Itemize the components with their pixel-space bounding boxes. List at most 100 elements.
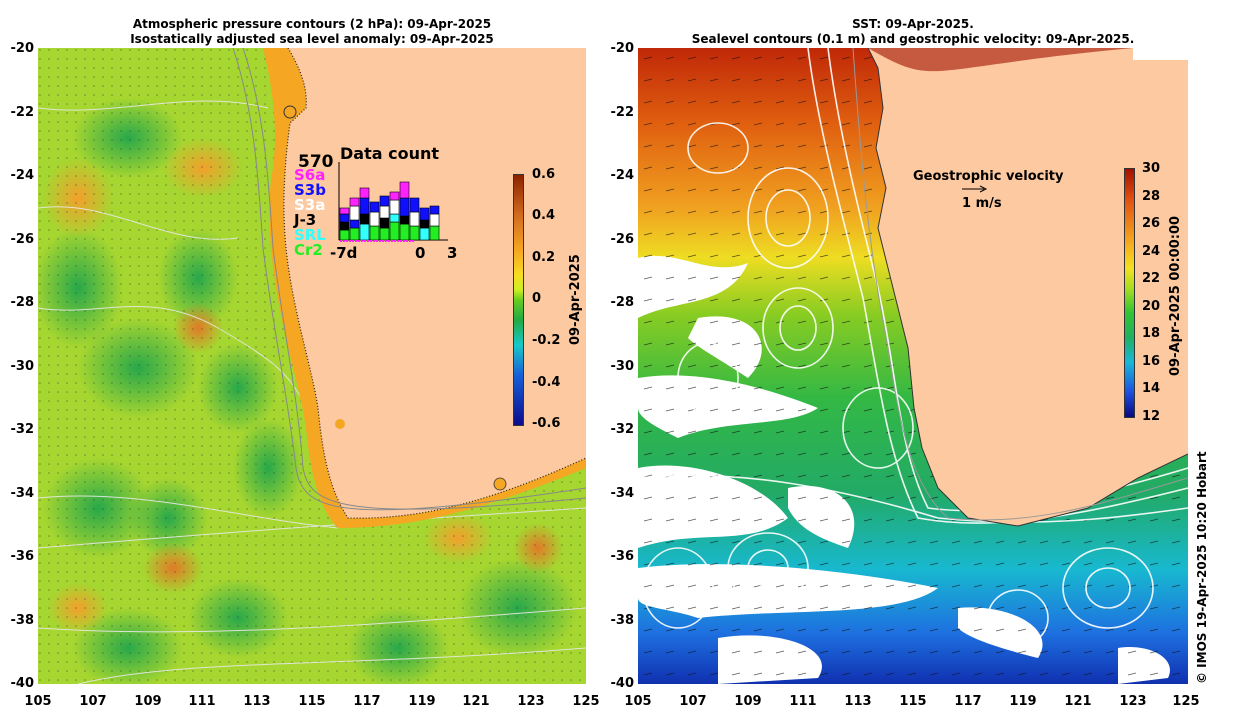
sla-cb-tick: -0.2	[532, 333, 561, 348]
sla-cb-tick: 0.2	[532, 250, 556, 265]
left-lon-tick: 117	[353, 694, 381, 709]
land-mass	[868, 48, 1188, 526]
bathymetry-contours	[852, 48, 1188, 521]
sla-map[interactable]	[38, 48, 586, 684]
left-lon-tick: 123	[517, 694, 545, 709]
left-lon-tick: 115	[298, 694, 326, 709]
sst-cb-tick: 14	[1142, 381, 1161, 396]
warm-water-north	[868, 48, 1133, 72]
satellite-srl: SRL	[294, 226, 326, 244]
right-lon-tick: 117	[954, 694, 982, 709]
sst-cb-tick: 12	[1142, 409, 1161, 424]
left-lat-tick: -38	[10, 613, 35, 628]
satellite-s3a: S3a	[294, 196, 326, 214]
left-lat-tick: -30	[10, 359, 35, 374]
satellite-legend: S6a S3b S3a J-3 SRL Cr2	[294, 168, 326, 258]
station-marker	[335, 419, 345, 429]
right-lat-tick: -38	[610, 613, 635, 628]
sst-cb-tick: 24	[1142, 244, 1161, 259]
left-lon-tick: 121	[462, 694, 490, 709]
satellite-s6a: S6a	[294, 166, 326, 184]
left-lat-tick: -28	[10, 295, 35, 310]
left-lat-tick: -34	[10, 486, 35, 501]
left-lon-tick: 125	[572, 694, 600, 709]
sst-cb-tick: 26	[1142, 216, 1161, 231]
sla-cb-tick: -0.4	[532, 375, 561, 390]
left-lon-tick: 111	[188, 694, 216, 709]
sla-colorbar-label: 09-Apr-2025	[568, 254, 583, 345]
right-lat-tick: -20	[610, 41, 635, 56]
right-lon-tick: 111	[789, 694, 817, 709]
right-lat-tick: -22	[610, 105, 635, 120]
sst-colorbar	[1124, 168, 1135, 418]
right-lat-tick: -26	[610, 232, 635, 247]
sla-cb-tick: -0.6	[532, 416, 561, 431]
right-lon-tick: 119	[1009, 694, 1037, 709]
coastline	[867, 48, 1188, 527]
left-lat-tick: -20	[10, 41, 35, 56]
velocity-scale-arrow	[962, 185, 988, 193]
sst-cb-tick: 18	[1142, 326, 1161, 341]
sst-map[interactable]	[638, 48, 1188, 684]
bathymetry-contours	[232, 48, 586, 511]
sst-cb-tick: 30	[1142, 161, 1161, 176]
histogram-axis-zero: 0	[415, 244, 426, 262]
left-lat-tick: -40	[10, 676, 35, 691]
sla-cb-tick: 0.4	[532, 208, 556, 223]
right-title-line1: SST: 09-Apr-2025.	[852, 17, 974, 31]
left-lat-tick: -24	[10, 168, 35, 183]
right-lon-tick: 109	[734, 694, 762, 709]
right-lon-tick: 107	[679, 694, 707, 709]
left-lon-tick: 119	[408, 694, 436, 709]
sst-cb-tick: 16	[1142, 354, 1161, 369]
sst-cb-tick: 20	[1142, 299, 1161, 314]
left-lon-tick: 113	[243, 694, 271, 709]
data-count-total: 570	[298, 152, 334, 172]
left-lon-tick: 105	[24, 694, 52, 709]
map-corner	[1133, 48, 1188, 60]
sla-cb-tick: 0	[532, 291, 542, 306]
station-marker	[283, 105, 297, 119]
pressure-contours	[38, 100, 586, 684]
right-lat-tick: -24	[610, 168, 635, 183]
left-lat-tick: -36	[10, 549, 35, 564]
right-lon-tick: 121	[1064, 694, 1092, 709]
sst-map-canvas	[638, 48, 1188, 684]
left-title-line1: Atmospheric pressure contours (2 hPa): 0…	[132, 17, 492, 31]
right-lon-tick: 113	[844, 694, 872, 709]
left-title: Atmospheric pressure contours (2 hPa): 0…	[38, 17, 586, 47]
right-lon-tick: 125	[1172, 694, 1200, 709]
histogram-axis-end: 3	[447, 244, 458, 262]
sst-colorbar-label: 09-Apr-2025 00:00:00	[1168, 215, 1183, 376]
right-lon-tick: 123	[1119, 694, 1147, 709]
right-lon-tick: 115	[899, 694, 927, 709]
left-lat-tick: -26	[10, 232, 35, 247]
data-count-histogram	[338, 162, 448, 242]
left-lon-tick: 107	[79, 694, 107, 709]
left-lon-tick: 109	[134, 694, 162, 709]
velocity-scale-label: 1 m/s	[962, 196, 1002, 211]
right-lat-tick: -32	[610, 422, 635, 437]
left-lat-tick: -32	[10, 422, 35, 437]
right-lat-tick: -30	[610, 359, 635, 374]
left-lat-tick: -22	[10, 105, 35, 120]
right-lat-tick: -28	[610, 295, 635, 310]
histogram-axis-start: -7d	[330, 244, 358, 262]
right-title: SST: 09-Apr-2025. Sealevel contours (0.1…	[638, 17, 1188, 47]
right-lat-tick: -36	[610, 549, 635, 564]
sst-cb-tick: 28	[1142, 189, 1161, 204]
data-count-title: Data count	[340, 144, 439, 163]
left-title-line2: Isostatically adjusted sea level anomaly…	[130, 32, 494, 46]
right-title-line2: Sealevel contours (0.1 m) and geostrophi…	[691, 32, 1135, 46]
right-lat-tick: -40	[610, 676, 635, 691]
sst-cb-tick: 22	[1142, 271, 1161, 286]
sla-cb-tick: 0.6	[532, 167, 556, 182]
sla-map-canvas	[38, 48, 586, 684]
right-lon-tick: 105	[624, 694, 652, 709]
right-lat-tick: -34	[610, 486, 635, 501]
data-count-inset: 570 Data count S6a S3b S3a J-3 SRL Cr2 -…	[290, 140, 470, 265]
imos-credit: © IMOS 19-Apr-2025 10:20 Hobart	[1195, 451, 1209, 684]
satellite-s3b: S3b	[294, 181, 326, 199]
station-marker	[493, 477, 507, 491]
velocity-legend-title: Geostrophic velocity	[913, 169, 1064, 184]
